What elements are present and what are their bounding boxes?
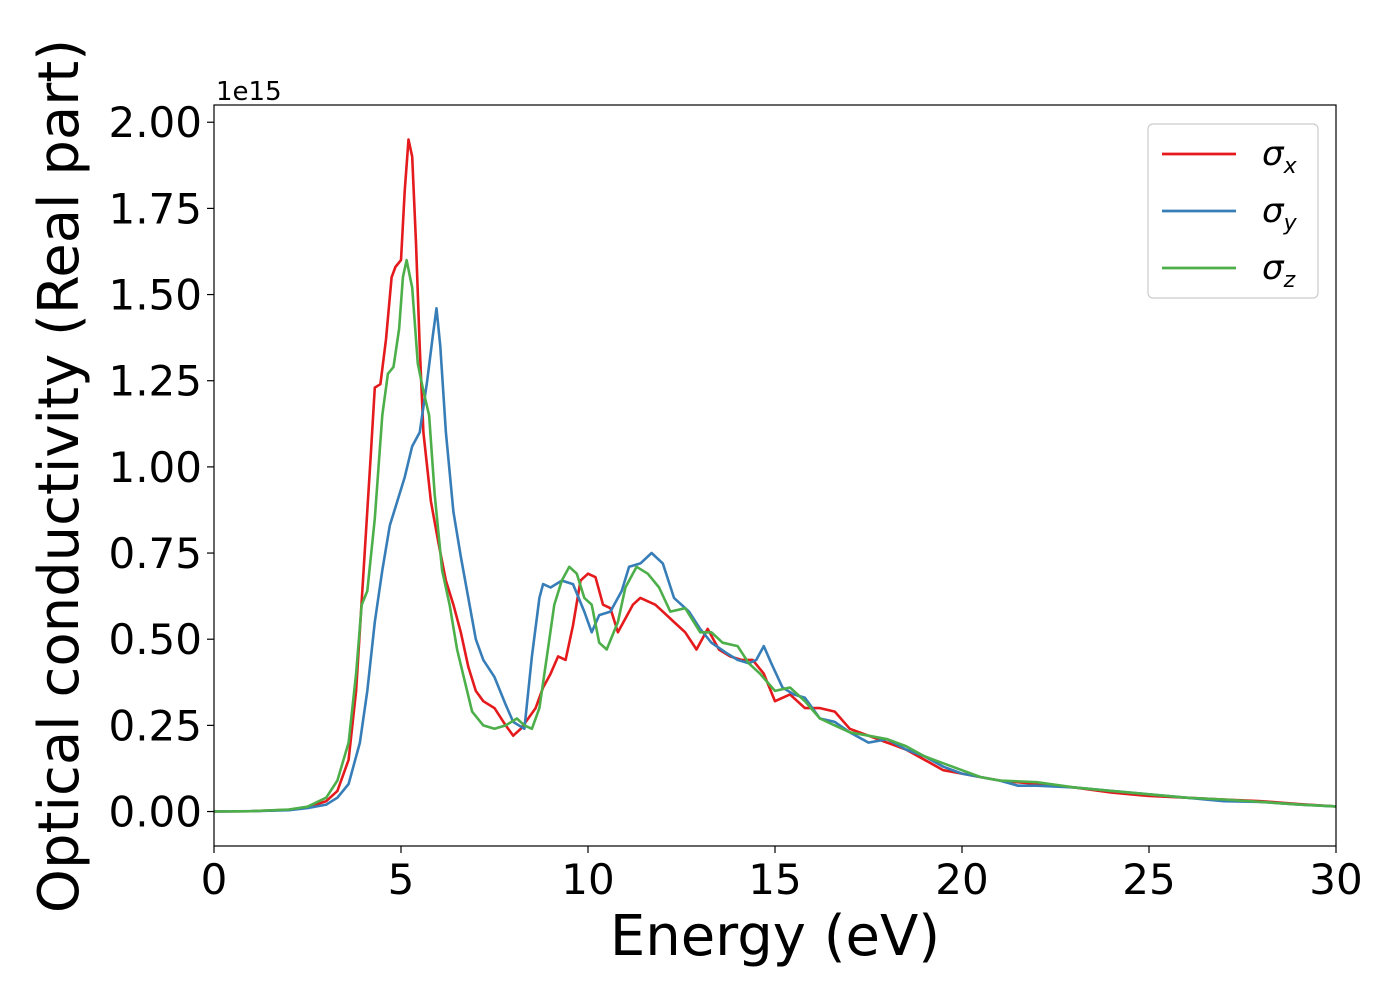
y-tick-label: 2.00 (108, 98, 202, 147)
y-tick-label: 0.00 (108, 788, 202, 837)
x-tick-label: 10 (561, 855, 614, 904)
y-offset-label: 1e15 (216, 77, 282, 107)
x-tick-label: 30 (1309, 855, 1362, 904)
y-tick-label: 1.25 (108, 357, 202, 406)
x-tick-label: 25 (1122, 855, 1175, 904)
y-tick-label: 1.00 (108, 443, 202, 492)
x-tick-label: 15 (748, 855, 801, 904)
x-tick-label: 0 (201, 855, 228, 904)
legend-label-x: σx (1262, 134, 1298, 179)
y-axis-title: Optical conductivity (Real part) (27, 39, 92, 913)
y-tick-label: 1.75 (108, 184, 202, 233)
y-axis: 0.00 0.25 0.50 0.75 1.00 1.25 1.50 1.75 2.00 (108, 98, 214, 837)
y-tick-label: 0.50 (108, 615, 202, 664)
x-tick-label: 5 (388, 855, 415, 904)
legend: σx σy σz (1147, 123, 1319, 299)
series-line-z (214, 258, 1336, 813)
legend-label-y: σy (1262, 191, 1298, 236)
legend-label-z: σz (1262, 248, 1296, 293)
series-line-y (214, 307, 1336, 813)
y-tick-label: 1.50 (108, 271, 202, 320)
x-axis-title: Energy (eV) (610, 904, 940, 969)
x-axis: 0 5 10 15 20 25 30 (201, 846, 1363, 904)
x-tick-label: 20 (935, 855, 988, 904)
y-tick-label: 0.75 (108, 529, 202, 578)
y-tick-label: 0.25 (108, 701, 202, 750)
